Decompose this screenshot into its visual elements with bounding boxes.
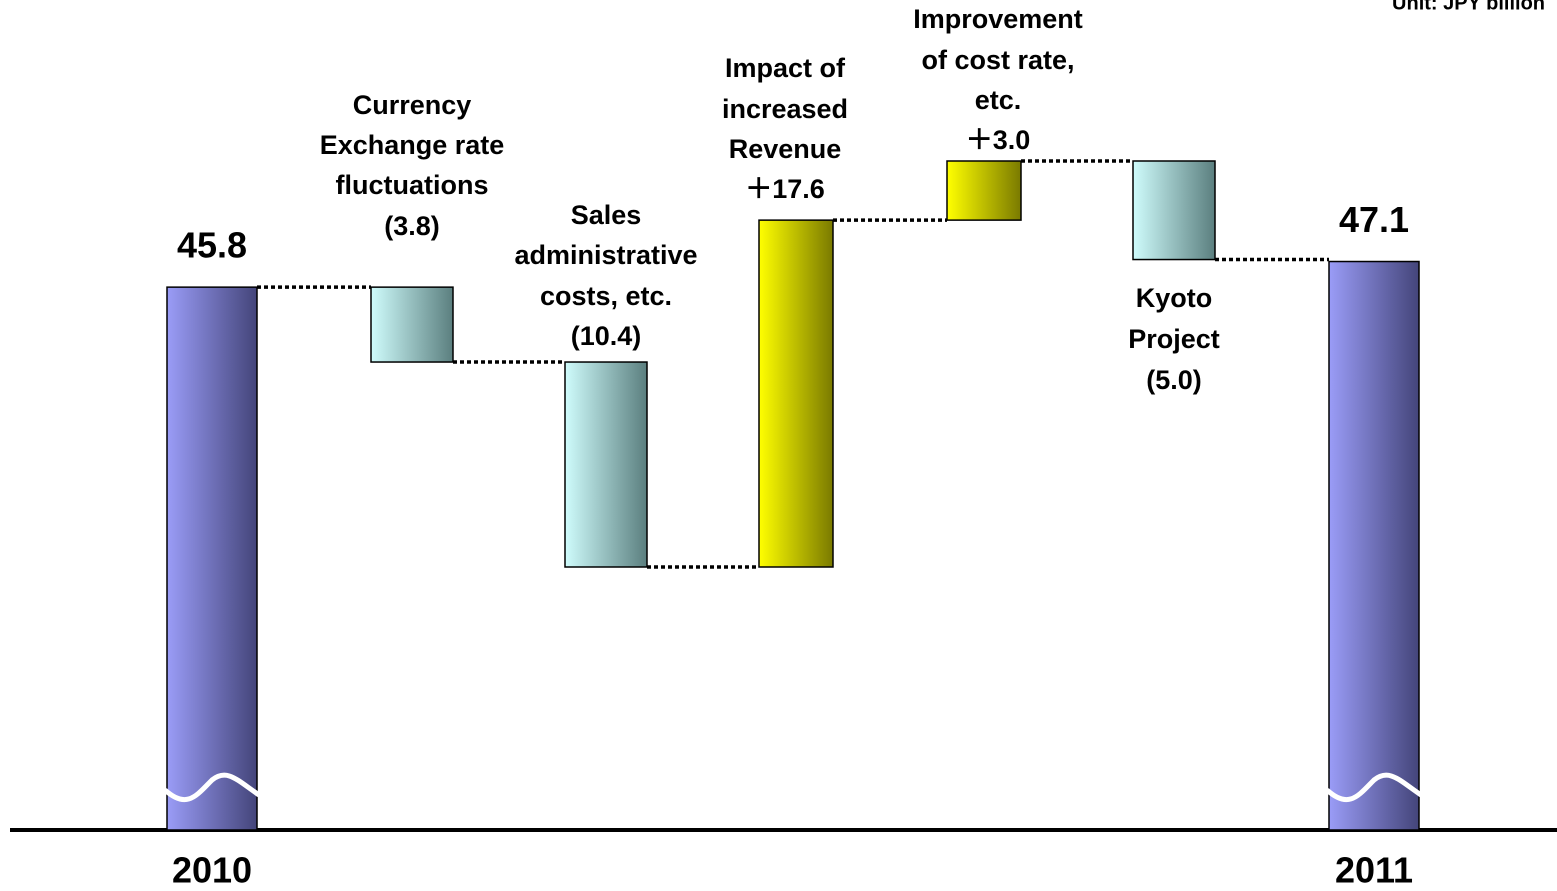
value-label: (5.0) (1146, 365, 1202, 395)
decrease-bar (370, 286, 454, 363)
value-label: 47.1 (1339, 199, 1409, 240)
axis-break (1325, 772, 1423, 803)
increase-bar (946, 160, 1022, 221)
unit-note: Unit: JPY billion (1392, 0, 1545, 14)
decrease-bar (564, 361, 648, 568)
value-label: (10.4) (571, 321, 642, 351)
value-label: ＋3.0 (966, 125, 1031, 155)
total-bar (166, 286, 258, 831)
value-label: 45.8 (177, 225, 247, 266)
total-bar (1328, 260, 1420, 831)
category-label: Improvement of cost rate, etc. (913, 4, 1083, 115)
value-label: (3.8) (384, 211, 440, 241)
axis-break (163, 772, 261, 803)
category-label: Sales administrative costs, etc. (514, 200, 697, 311)
decrease-bar (1132, 160, 1216, 261)
value-label: ＋17.6 (745, 174, 825, 204)
category-label: Kyoto Project (1128, 283, 1220, 354)
category-label: 2011 (1335, 850, 1413, 891)
increase-bar (758, 219, 834, 568)
category-label: Currency Exchange rate fluctuations (320, 90, 505, 200)
category-label: 2010 (172, 850, 252, 891)
category-label: Impact of increased Revenue (722, 53, 848, 164)
